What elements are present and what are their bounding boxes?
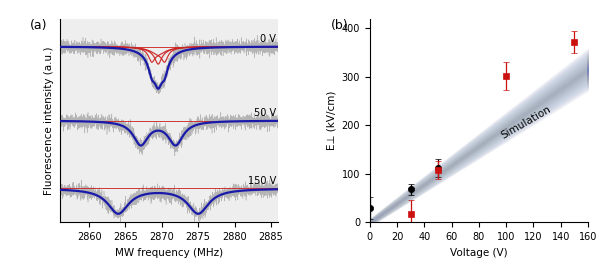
Text: Simulation: Simulation <box>499 104 553 141</box>
Text: (b): (b) <box>331 19 348 32</box>
Text: 0 V: 0 V <box>260 34 276 44</box>
Y-axis label: E⊥ (kV/cm): E⊥ (kV/cm) <box>326 91 336 150</box>
Text: 150 V: 150 V <box>248 176 276 186</box>
X-axis label: MW frequency (MHz): MW frequency (MHz) <box>115 248 223 258</box>
X-axis label: Voltage (V): Voltage (V) <box>450 248 508 258</box>
Y-axis label: Fluorescence intensity (a.u.): Fluorescence intensity (a.u.) <box>44 46 55 195</box>
Text: (a): (a) <box>29 19 47 32</box>
Text: 50 V: 50 V <box>254 108 276 118</box>
